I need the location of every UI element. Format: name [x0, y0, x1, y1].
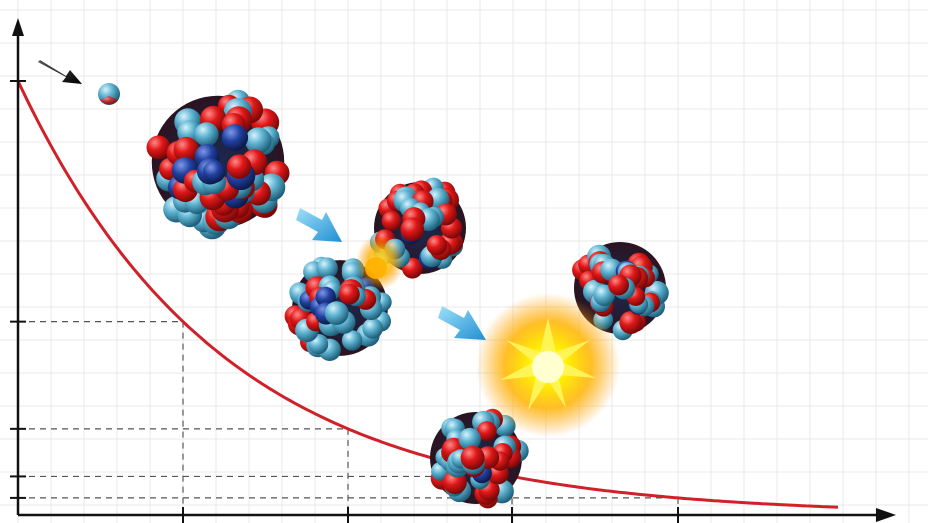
fission-bridge-glow — [356, 234, 404, 290]
process-arrow-icon — [296, 208, 342, 242]
x-axis-arrow-icon — [876, 508, 896, 522]
process-arrow-icon — [438, 306, 486, 340]
product-nucleus-bottom — [430, 408, 529, 509]
fission-fragment-bottom — [284, 256, 392, 361]
decay-curve — [16, 80, 839, 509]
heavy-nucleus — [146, 89, 290, 240]
energy-flash-icon — [476, 293, 620, 437]
y-axis-arrow-icon — [12, 18, 24, 36]
fission-fragment-top — [369, 177, 466, 279]
axes — [10, 18, 896, 523]
guide-lines — [18, 321, 679, 515]
product-nucleus-right — [572, 242, 669, 341]
axis-ticks — [10, 80, 679, 523]
incoming-neutron — [98, 83, 120, 105]
incoming-neutron-arrow-icon — [38, 60, 82, 84]
